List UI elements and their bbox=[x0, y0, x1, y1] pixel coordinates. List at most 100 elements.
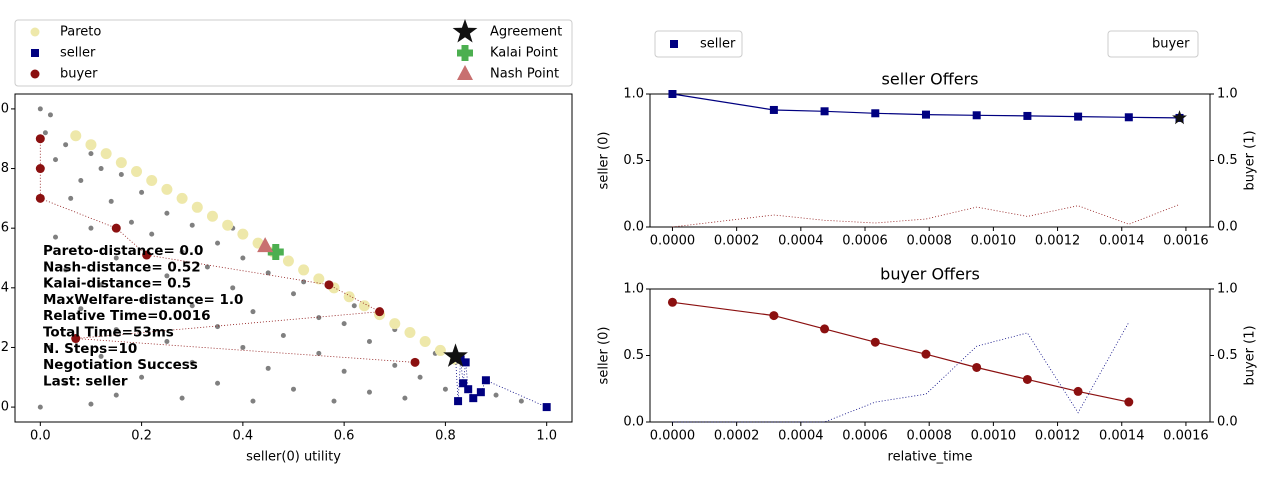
pareto-marker bbox=[146, 174, 158, 186]
annotation: Pareto-distance= 0.0 bbox=[43, 243, 203, 259]
outcome-marker bbox=[291, 386, 296, 392]
outcome-marker bbox=[250, 309, 256, 315]
outcome-marker bbox=[366, 338, 372, 344]
outcome-marker bbox=[63, 142, 69, 148]
legend-marker bbox=[457, 45, 473, 61]
seller-marker bbox=[1023, 111, 1032, 120]
x-tick-label: 0.0004 bbox=[778, 234, 824, 249]
outcome-marker bbox=[113, 392, 119, 398]
y2-tick-label: 0.5 bbox=[1217, 348, 1238, 363]
outcome-marker bbox=[189, 303, 195, 309]
buyer-marker bbox=[870, 337, 880, 347]
y-axis-label: seller (0) bbox=[597, 327, 612, 385]
y2-tick-label: 0.5 bbox=[1217, 153, 1238, 168]
seller-marker bbox=[1124, 113, 1133, 122]
legend-marker bbox=[31, 49, 39, 57]
buyer-marker bbox=[35, 164, 45, 174]
y-tick-label: 1.0 bbox=[623, 282, 644, 297]
x-tick-label: 0.0010 bbox=[971, 429, 1017, 444]
outcome-marker bbox=[518, 398, 524, 404]
buyer-marker bbox=[820, 324, 830, 334]
x-tick-label: 0.0002 bbox=[714, 234, 760, 249]
x-axis-label: seller(0) utility bbox=[246, 450, 341, 465]
pareto-marker bbox=[191, 201, 203, 213]
legend-box bbox=[654, 30, 743, 58]
annotation: N. Steps=10 bbox=[43, 341, 137, 357]
pareto-marker bbox=[343, 291, 355, 303]
x-tick-label: 0.0 bbox=[30, 429, 51, 444]
pareto-marker bbox=[131, 166, 143, 178]
buyer-marker bbox=[35, 193, 45, 203]
pareto-marker bbox=[434, 344, 446, 356]
x-tick-label: 0.0006 bbox=[842, 234, 888, 249]
outcome-marker bbox=[118, 172, 124, 178]
annotation: Last: seller bbox=[43, 373, 128, 389]
outcome-marker bbox=[250, 398, 256, 404]
legend-label: Pareto bbox=[60, 25, 101, 40]
x-tick-label: 0.0006 bbox=[842, 429, 888, 444]
outcome-marker bbox=[139, 297, 145, 303]
x-tick-label: 0.0010 bbox=[971, 234, 1017, 249]
annotation: Negotiation Success bbox=[43, 357, 198, 373]
buyer-marker bbox=[375, 307, 385, 317]
legend-box bbox=[1107, 30, 1199, 58]
outcome-marker bbox=[417, 374, 423, 380]
x-tick-label: 0.0004 bbox=[778, 429, 824, 444]
outcome-marker bbox=[392, 362, 398, 368]
x-tick-label: 1.0 bbox=[536, 429, 557, 444]
legend-label: buyer bbox=[60, 67, 98, 82]
buyer-marker bbox=[921, 349, 931, 359]
legend-marker bbox=[457, 65, 473, 80]
annotation: Nash-distance= 0.52 bbox=[43, 259, 201, 275]
plot-area bbox=[649, 93, 1211, 228]
y2-axis-label: buyer (1) bbox=[1243, 325, 1258, 385]
seller-marker bbox=[668, 90, 677, 98]
outcome-marker bbox=[78, 177, 84, 183]
outcome-marker bbox=[316, 315, 322, 321]
seller-line bbox=[455, 356, 547, 408]
outcome-marker bbox=[280, 333, 286, 339]
outcome-marker bbox=[98, 282, 104, 288]
outcome-marker bbox=[179, 395, 185, 401]
buyer-marker bbox=[142, 250, 152, 260]
seller-line bbox=[672, 93, 1180, 119]
outcome-marker bbox=[108, 198, 114, 204]
buyer-line bbox=[39, 138, 416, 363]
annotation: Kalai-distance= 0.5 bbox=[43, 276, 191, 292]
outcome-marker bbox=[139, 189, 145, 195]
pareto-marker bbox=[419, 335, 431, 347]
legend-label: seller bbox=[700, 37, 736, 52]
pareto-marker bbox=[313, 273, 325, 285]
legend-label: Kalai Point bbox=[490, 46, 558, 61]
annotation: MaxWelfare-distance= 1.0 bbox=[43, 292, 243, 308]
y-axis-label: seller (0) bbox=[597, 132, 612, 190]
x-tick-label: 0.0000 bbox=[650, 234, 696, 249]
annotation: Relative Time=0.0016 bbox=[43, 308, 211, 324]
seller-marker bbox=[476, 388, 485, 397]
outcome-marker bbox=[139, 374, 145, 380]
outcome-marker bbox=[68, 195, 74, 201]
y2-axis-label: buyer (1) bbox=[1243, 130, 1258, 190]
buyer-marker bbox=[1124, 397, 1134, 407]
kalai-point-marker bbox=[267, 244, 284, 261]
legend-label: Agreement bbox=[490, 25, 562, 40]
legend-label: buyer bbox=[1152, 37, 1190, 52]
outcome-marker bbox=[53, 157, 59, 163]
outcome-marker bbox=[63, 267, 69, 273]
legend-marker bbox=[452, 19, 478, 43]
buyer-marker bbox=[1022, 374, 1032, 384]
buyer-marker bbox=[71, 334, 81, 344]
y-tick-label: 0.2 bbox=[0, 340, 9, 355]
outcome-marker bbox=[402, 395, 408, 401]
x-tick-label: 0.0014 bbox=[1099, 234, 1145, 249]
outcome-marker bbox=[37, 404, 43, 410]
y2-tick-label: 0.0 bbox=[1217, 415, 1238, 430]
seller-marker bbox=[769, 105, 778, 114]
seller-marker bbox=[459, 379, 468, 388]
pareto-marker bbox=[298, 264, 310, 276]
outcome-marker bbox=[265, 365, 271, 371]
agreement-marker bbox=[443, 343, 468, 367]
y2-tick-label: 1.0 bbox=[1217, 282, 1238, 297]
outcome-marker bbox=[164, 338, 170, 344]
seller-marker bbox=[871, 109, 880, 118]
